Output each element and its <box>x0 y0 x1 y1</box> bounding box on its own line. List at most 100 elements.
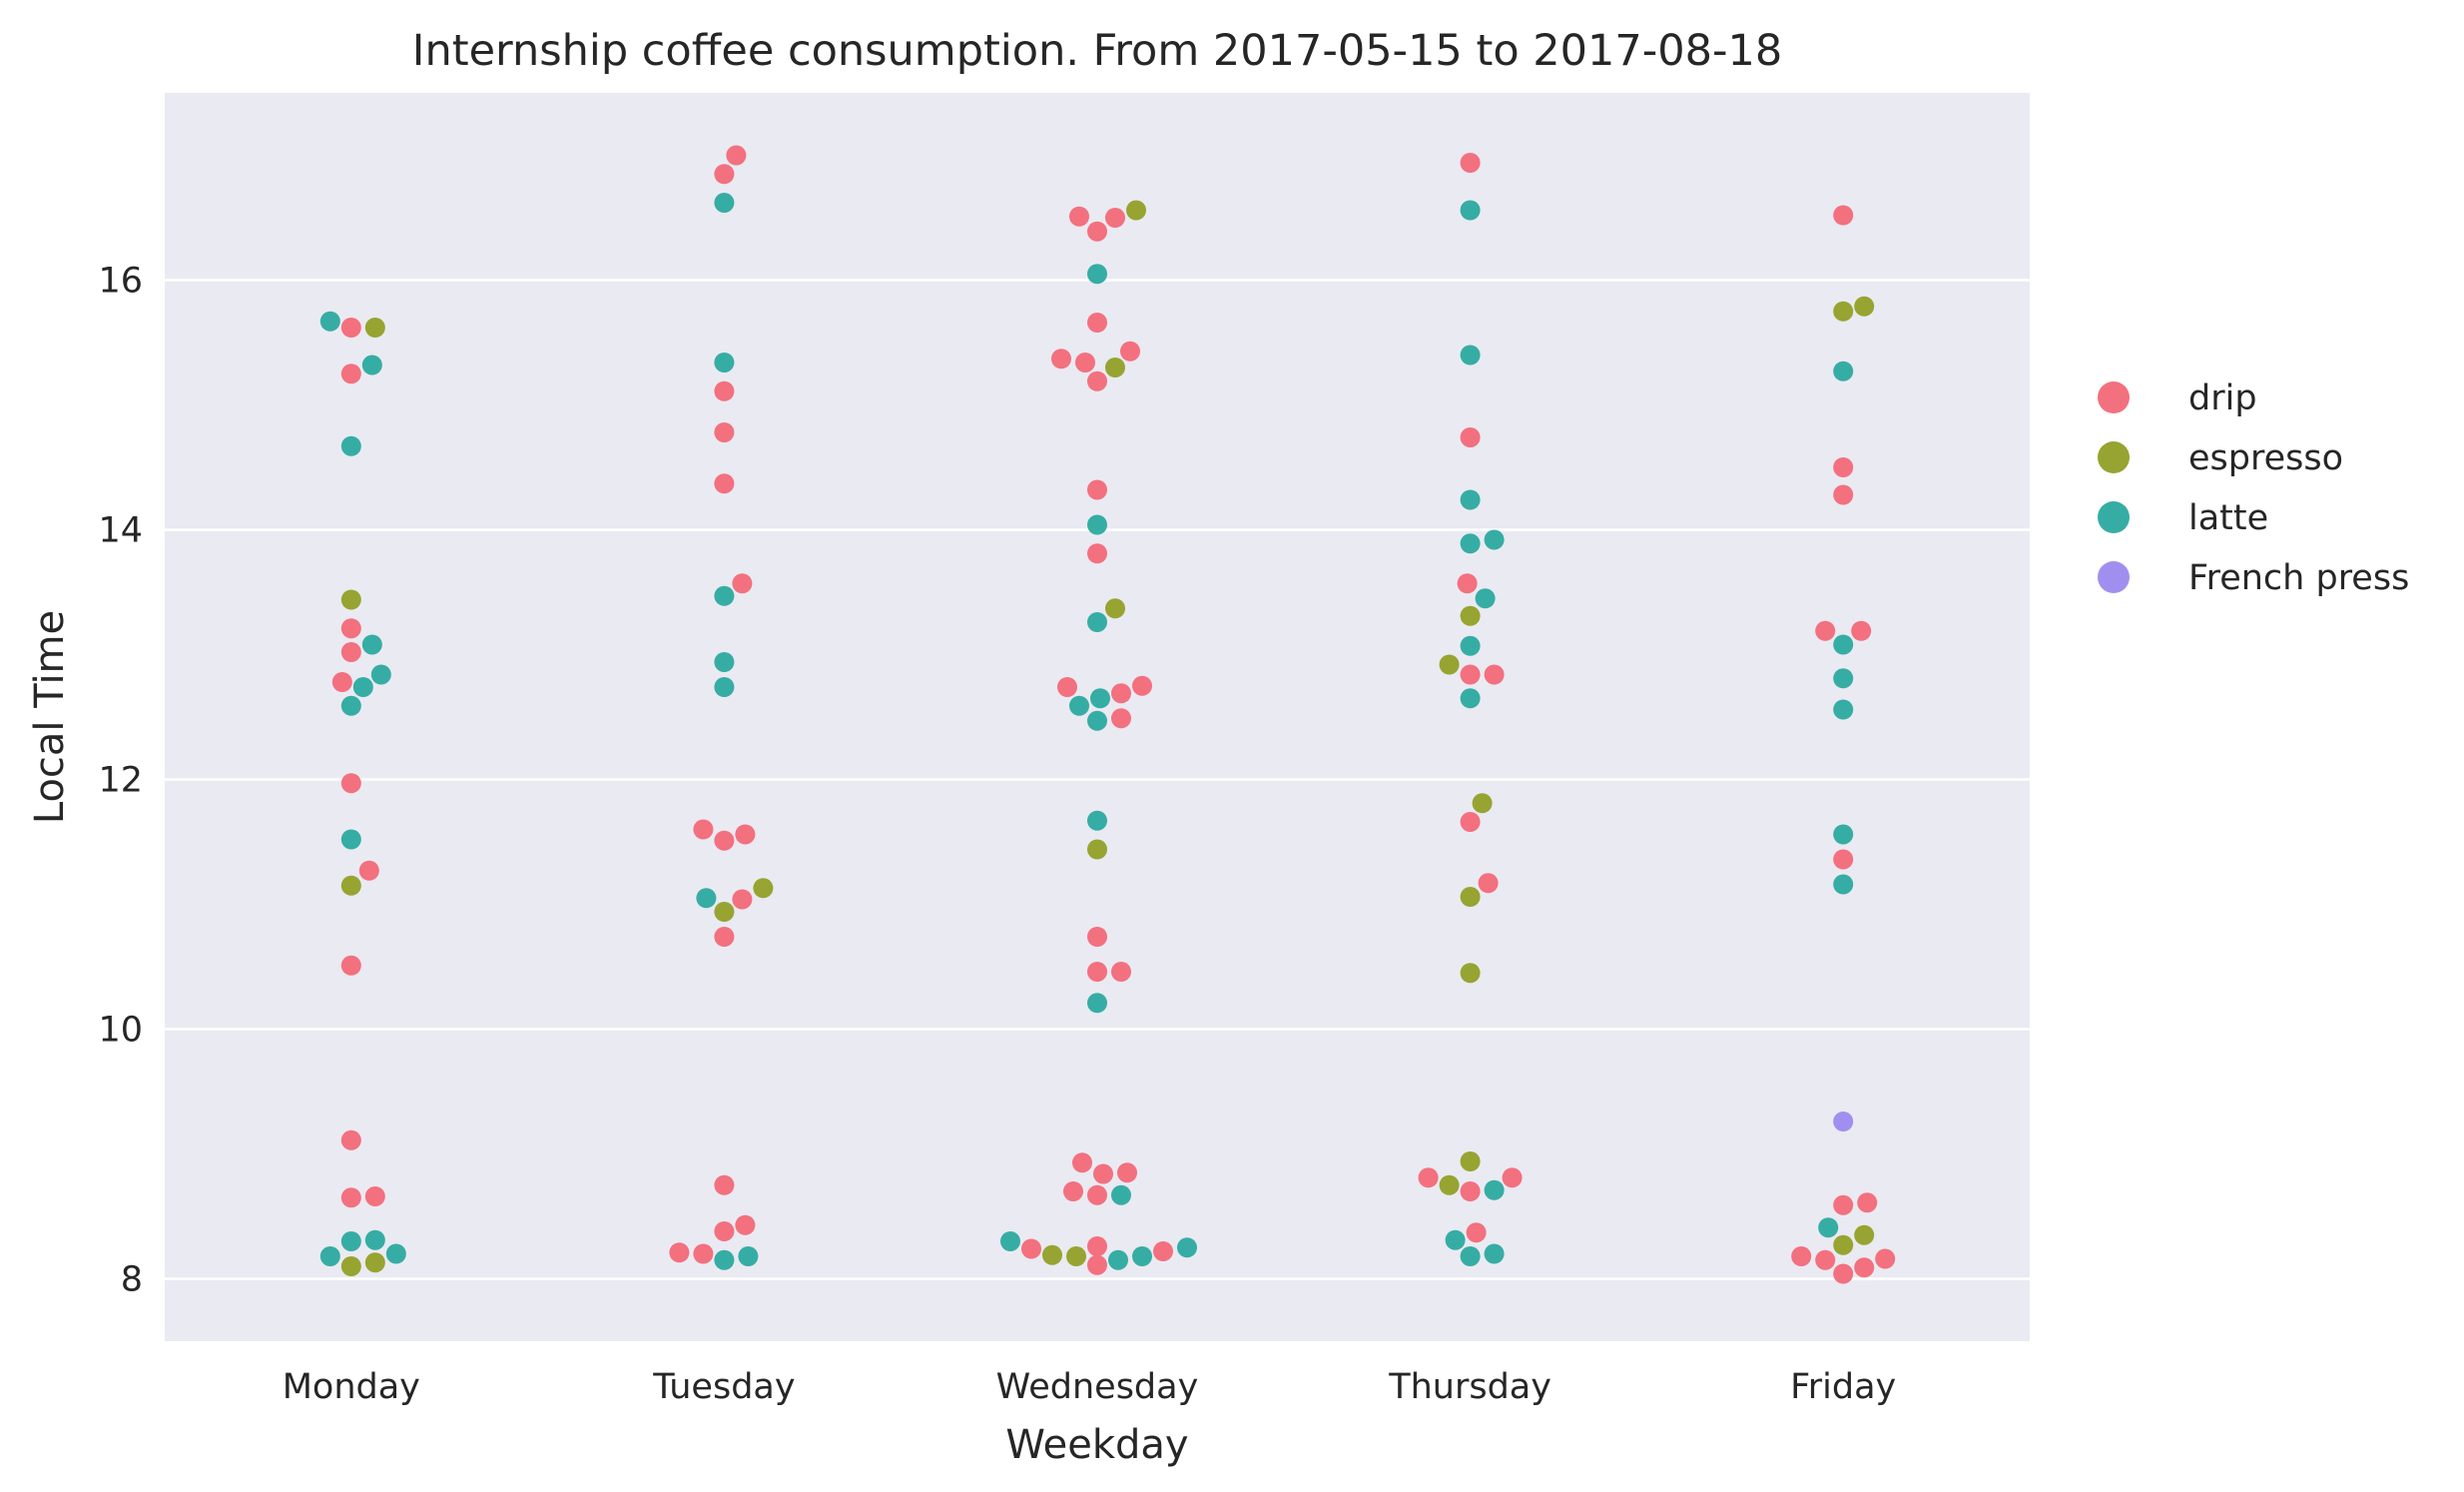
data-point-drip <box>358 860 379 881</box>
data-point-latte <box>1833 874 1854 895</box>
x-tick-label: Tuesday <box>652 1367 795 1407</box>
data-point-drip <box>340 642 361 662</box>
data-point-latte <box>1833 634 1854 655</box>
data-point-espresso <box>714 902 735 922</box>
data-point-latte <box>1460 200 1481 221</box>
data-point-latte <box>1460 688 1481 709</box>
data-point-latte <box>1475 588 1496 609</box>
data-point-drip <box>1087 479 1107 500</box>
data-point-espresso <box>1460 605 1481 626</box>
data-point-latte <box>1445 1229 1466 1250</box>
y-tick-label: 14 <box>98 511 143 551</box>
y-tick-label: 12 <box>98 761 143 801</box>
data-point-latte <box>714 677 735 697</box>
data-point-latte <box>1833 361 1854 381</box>
data-point-drip <box>714 830 735 851</box>
data-point-latte <box>696 888 717 909</box>
legend-label: French press <box>2188 558 2409 598</box>
data-point-drip <box>1072 1152 1092 1173</box>
data-point-latte <box>738 1246 759 1266</box>
data-point-latte <box>1460 1246 1481 1266</box>
data-point-drip <box>1087 371 1107 391</box>
data-point-drip <box>1478 873 1499 894</box>
data-point-drip <box>1087 1254 1107 1275</box>
data-point-latte <box>1111 1184 1131 1205</box>
data-point-drip <box>1833 484 1854 505</box>
data-point-drip <box>364 1186 385 1206</box>
data-point-drip <box>340 773 361 794</box>
data-point-drip <box>1087 313 1107 333</box>
data-point-latte <box>1069 695 1089 716</box>
legend-marker <box>2098 561 2130 593</box>
data-point-latte <box>1087 810 1107 831</box>
data-point-drip <box>1457 573 1478 594</box>
data-point-espresso <box>1087 839 1107 860</box>
data-point-espresso <box>1854 296 1875 317</box>
data-point-latte <box>714 1249 735 1270</box>
y-axis-title: Local Time <box>27 610 73 824</box>
y-tick-label: 8 <box>121 1260 143 1300</box>
data-point-drip <box>1857 1192 1878 1213</box>
data-point-latte <box>1087 993 1107 1014</box>
data-point-french-press <box>1833 1112 1854 1131</box>
x-tick-label: Wednesday <box>996 1367 1199 1407</box>
data-point-drip <box>714 473 735 494</box>
y-tick-label: 10 <box>98 1011 143 1051</box>
data-point-drip <box>1815 1249 1836 1270</box>
data-point-drip <box>340 364 361 384</box>
data-point-drip <box>1111 962 1131 982</box>
data-point-espresso <box>340 875 361 896</box>
data-point-espresso <box>1460 1151 1481 1171</box>
data-point-drip <box>1021 1238 1041 1259</box>
data-point-latte <box>319 1246 340 1266</box>
data-point-latte <box>1484 529 1505 550</box>
data-point-espresso <box>1066 1246 1086 1266</box>
data-point-latte <box>1000 1231 1020 1251</box>
x-tick-labels: Monday Tuesday Wednesday Thursday Friday <box>283 1367 1897 1407</box>
data-point-drip <box>1791 1246 1812 1266</box>
data-point-drip <box>669 1242 690 1263</box>
data-point-drip <box>1460 664 1481 685</box>
data-point-latte <box>340 1231 361 1251</box>
legend-label: latte <box>2188 498 2268 538</box>
data-point-drip <box>714 1221 735 1241</box>
data-point-latte <box>1833 699 1854 720</box>
data-point-espresso <box>364 318 385 338</box>
data-point-drip <box>1117 1162 1137 1183</box>
legend: drip espresso latte French press <box>2098 378 2409 598</box>
data-point-drip <box>1851 620 1872 641</box>
data-point-espresso <box>1439 654 1460 675</box>
legend-marker <box>2098 381 2130 413</box>
data-point-drip <box>732 889 753 910</box>
data-point-latte <box>714 193 735 213</box>
legend-label: drip <box>2188 378 2257 418</box>
data-point-drip <box>1057 677 1077 697</box>
data-point-drip <box>1466 1222 1487 1243</box>
data-point-latte <box>364 1229 385 1250</box>
y-tick-labels: 8 10 12 14 16 <box>98 262 143 1300</box>
data-point-espresso <box>340 589 361 610</box>
data-point-drip <box>340 1187 361 1208</box>
data-point-drip <box>735 1214 756 1235</box>
data-point-latte <box>1460 635 1481 656</box>
data-point-latte <box>1460 345 1481 366</box>
data-point-drip <box>1087 962 1107 982</box>
data-point-latte <box>340 829 361 850</box>
data-point-drip <box>1087 1184 1107 1205</box>
data-point-drip <box>1063 1181 1083 1201</box>
data-point-latte <box>1833 668 1854 689</box>
data-point-drip <box>1502 1167 1523 1188</box>
data-point-drip <box>1460 1181 1481 1201</box>
data-point-latte <box>1484 1243 1505 1264</box>
data-point-drip <box>693 819 714 840</box>
data-point-drip <box>693 1243 714 1264</box>
data-point-latte <box>1087 710 1107 731</box>
data-point-drip <box>1833 205 1854 226</box>
data-point-drip <box>1087 1236 1107 1256</box>
data-point-espresso <box>1854 1224 1875 1245</box>
data-point-espresso <box>1105 598 1125 619</box>
data-point-latte <box>352 677 373 697</box>
data-point-espresso <box>1472 793 1493 814</box>
data-point-drip <box>1120 341 1140 362</box>
